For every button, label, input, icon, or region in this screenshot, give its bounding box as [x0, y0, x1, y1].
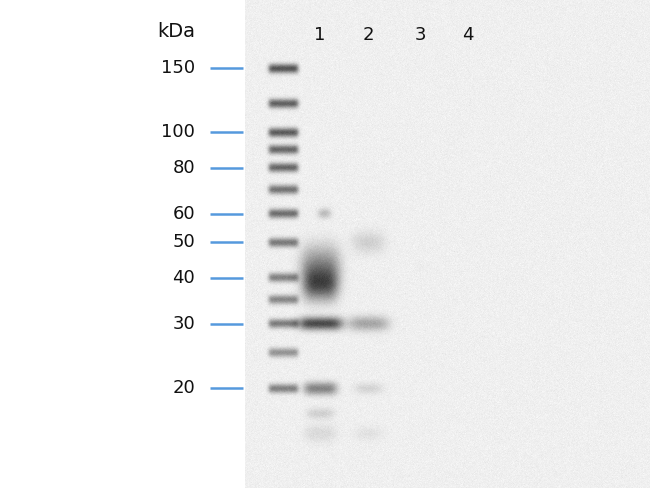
Text: 60: 60 — [172, 204, 195, 223]
Text: 4: 4 — [462, 26, 474, 44]
Text: 2: 2 — [362, 26, 374, 44]
Text: 30: 30 — [172, 315, 195, 333]
Text: kDa: kDa — [157, 22, 195, 41]
Text: 50: 50 — [172, 233, 195, 251]
Text: 80: 80 — [172, 159, 195, 177]
Text: 3: 3 — [414, 26, 426, 44]
Text: 20: 20 — [172, 379, 195, 397]
Text: 100: 100 — [161, 123, 195, 142]
Text: 1: 1 — [315, 26, 326, 44]
Text: 40: 40 — [172, 269, 195, 287]
Text: 150: 150 — [161, 59, 195, 77]
